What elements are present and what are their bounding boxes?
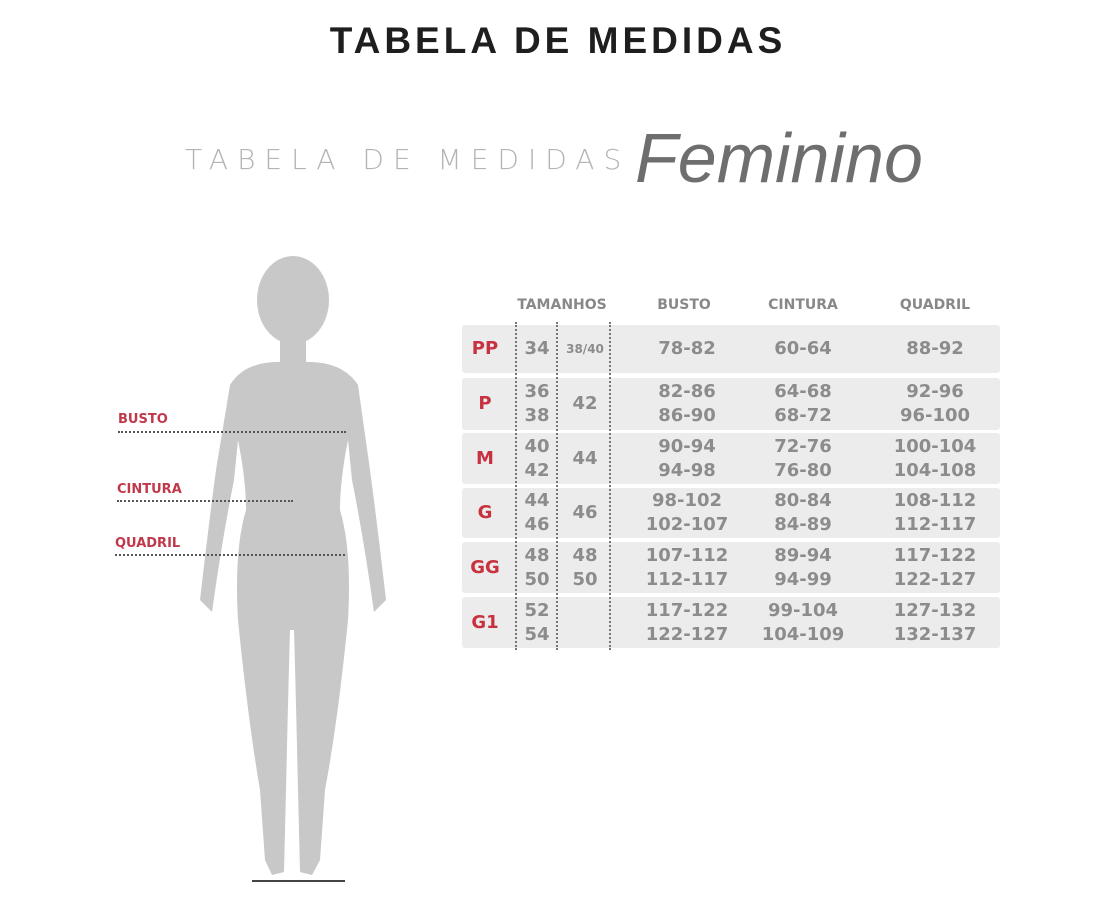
floor-line bbox=[252, 880, 345, 882]
cell-quadril: 127-132 132-137 bbox=[893, 599, 977, 645]
subtitle-category: Feminino bbox=[635, 119, 923, 197]
table-row bbox=[462, 542, 1000, 593]
table-row bbox=[462, 378, 1000, 430]
cell-num1: 48 50 bbox=[524, 544, 550, 590]
cell-num2: 38/40 bbox=[566, 342, 604, 356]
cell-num1: 52 54 bbox=[524, 599, 550, 645]
column-divider bbox=[515, 322, 517, 650]
cell-num1: 34 bbox=[524, 338, 550, 359]
cell-num1: 40 42 bbox=[524, 435, 550, 481]
cell-busto: 78-82 bbox=[658, 338, 716, 359]
cintura-line bbox=[117, 500, 293, 502]
cell-cintura: 89-94 94-99 bbox=[774, 544, 832, 590]
cell-cintura: 99-104 104-109 bbox=[761, 599, 845, 645]
cell-quadril: 100-104 104-108 bbox=[893, 435, 977, 481]
cell-num2: 46 bbox=[572, 502, 598, 523]
busto-line bbox=[118, 431, 346, 433]
cell-busto: 117-122 122-127 bbox=[645, 599, 729, 645]
header-cintura: CINTURA bbox=[768, 297, 838, 313]
cell-quadril: 92-96 96-100 bbox=[899, 381, 971, 426]
label-busto: BUSTO bbox=[118, 412, 168, 427]
cell-size: G1 bbox=[471, 611, 499, 633]
header-tamanhos: TAMANHOS bbox=[517, 297, 607, 313]
cell-size: P bbox=[478, 393, 492, 414]
cell-busto: 82-86 86-90 bbox=[658, 381, 716, 426]
label-cintura: CINTURA bbox=[117, 482, 182, 497]
subtitle-prefix: TABELA DE MEDIDAS bbox=[185, 143, 631, 176]
header-busto: BUSTO bbox=[657, 297, 711, 313]
table-row bbox=[462, 433, 1000, 484]
cell-cintura: 80-84 84-89 bbox=[774, 490, 832, 535]
cell-busto: 107-112 112-117 bbox=[645, 544, 729, 590]
cell-num2: 44 bbox=[572, 447, 598, 469]
quadril-line bbox=[115, 554, 345, 556]
cell-busto: 90-94 94-98 bbox=[658, 435, 716, 481]
cell-size: M bbox=[476, 447, 494, 469]
cell-quadril: 88-92 bbox=[906, 338, 964, 359]
cell-num2: 48 50 bbox=[572, 544, 598, 590]
cell-size: GG bbox=[470, 556, 500, 578]
column-divider bbox=[609, 322, 611, 650]
cell-quadril: 117-122 122-127 bbox=[893, 544, 977, 590]
cell-cintura: 72-76 76-80 bbox=[774, 435, 832, 481]
table-row bbox=[462, 597, 1000, 648]
header-quadril: QUADRIL bbox=[899, 297, 971, 313]
cell-quadril: 108-112 112-117 bbox=[893, 490, 977, 535]
table-row bbox=[462, 325, 1000, 373]
page-title: TABELA DE MEDIDAS bbox=[329, 20, 787, 61]
cell-size: PP bbox=[471, 338, 499, 359]
cell-busto: 98-102 102-107 bbox=[645, 490, 729, 535]
label-quadril: QUADRIL bbox=[115, 536, 181, 551]
female-silhouette bbox=[200, 256, 386, 882]
cell-num2: 42 bbox=[572, 393, 598, 414]
cell-cintura: 64-68 68-72 bbox=[774, 381, 832, 426]
cell-num1: 44 46 bbox=[524, 490, 550, 535]
table-row bbox=[462, 488, 1000, 538]
cell-size: G bbox=[477, 502, 493, 523]
column-divider bbox=[556, 322, 558, 650]
cell-cintura: 60-64 bbox=[774, 338, 832, 359]
cell-num1: 36 38 bbox=[524, 381, 550, 426]
